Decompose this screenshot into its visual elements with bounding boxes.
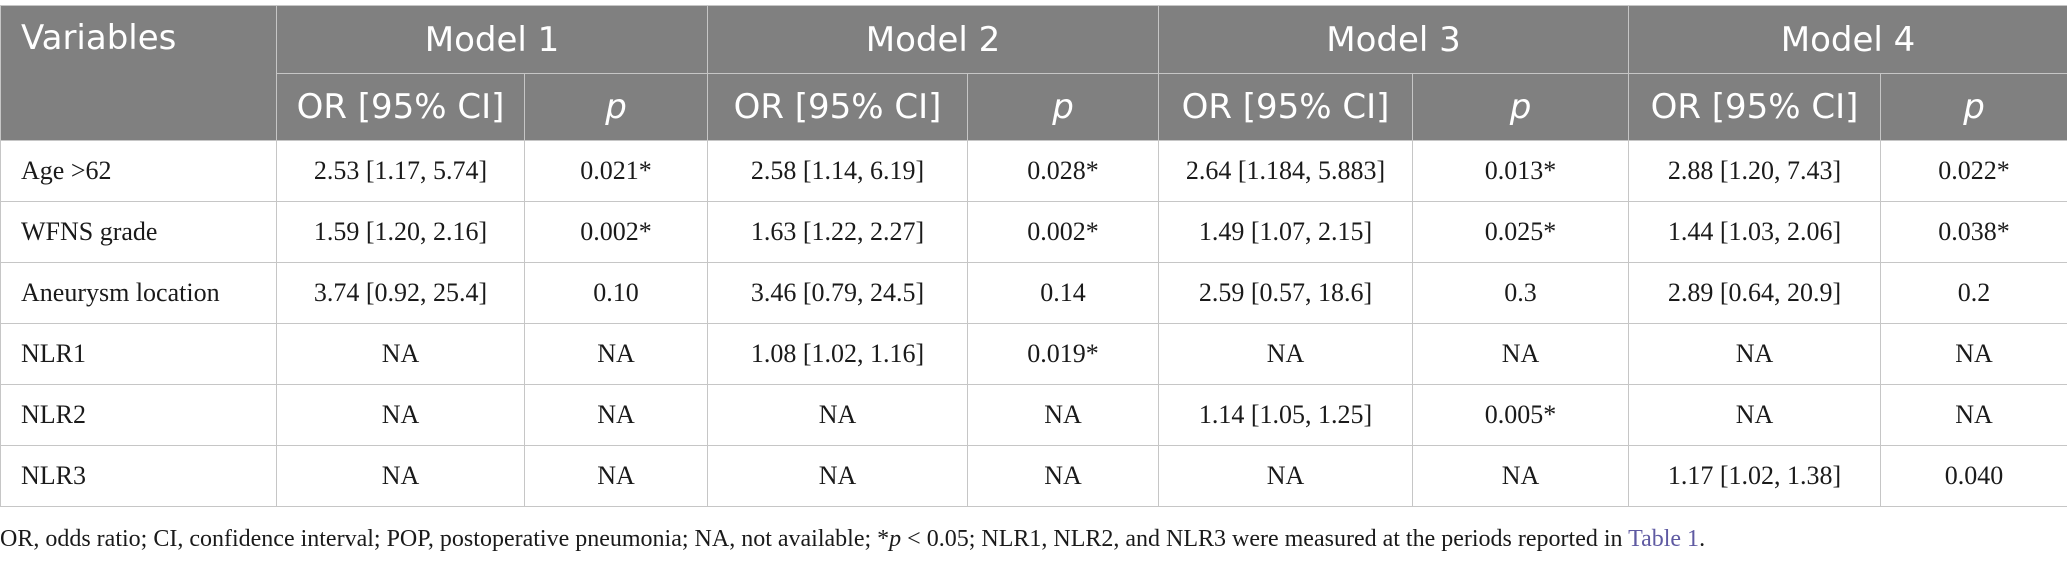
- table-footnote: OR, odds ratio; CI, confidence interval;…: [0, 526, 1705, 553]
- variable-cell: Age >62: [0, 140, 277, 202]
- p-value-cell: NA: [524, 323, 708, 385]
- table-row: WFNS grade 1.59 [1.20, 2.16] 0.002* 1.63…: [0, 201, 2067, 263]
- footnote-text-continued: < 0.05; NLR1, NLR2, and NLR3 were measur…: [901, 526, 1629, 552]
- or-ci-header: OR [95% CI]: [1628, 73, 1881, 141]
- or-ci-cell: 2.58 [1.14, 6.19]: [707, 140, 968, 202]
- or-ci-cell: 1.14 [1.05, 1.25]: [1158, 384, 1413, 446]
- variable-cell: NLR2: [0, 384, 277, 446]
- p-value-cell: NA: [967, 384, 1159, 446]
- or-ci-cell: 2.64 [1.184, 5.883]: [1158, 140, 1413, 202]
- or-ci-header: OR [95% CI]: [1158, 73, 1413, 141]
- p-value-header: p: [524, 73, 708, 141]
- or-ci-cell: 1.08 [1.02, 1.16]: [707, 323, 968, 385]
- p-value-cell: 0.021*: [524, 140, 708, 202]
- table-1-link[interactable]: Table 1: [1628, 526, 1700, 552]
- or-ci-cell: 2.53 [1.17, 5.74]: [276, 140, 525, 202]
- table-row: NLR3 NA NA NA NA NA NA 1.17 [1.02, 1.38]…: [0, 445, 2067, 507]
- table-row: NLR2 NA NA NA NA 1.14 [1.05, 1.25] 0.005…: [0, 384, 2067, 446]
- or-ci-cell: NA: [1628, 384, 1881, 446]
- p-value-cell: 0.002*: [967, 201, 1159, 263]
- footnote-p-symbol: p: [889, 526, 902, 552]
- p-value-cell: NA: [1412, 323, 1629, 385]
- footnote-text: OR, odds ratio; CI, confidence interval;…: [0, 526, 890, 552]
- table-row: NLR1 NA NA 1.08 [1.02, 1.16] 0.019* NA N…: [0, 323, 2067, 385]
- p-value-cell: NA: [967, 445, 1159, 507]
- variables-header: Variables: [0, 5, 277, 141]
- p-value-cell: 0.040: [1880, 445, 2067, 507]
- or-ci-cell: NA: [1158, 445, 1413, 507]
- table-body: Age >62 2.53 [1.17, 5.74] 0.021* 2.58 [1…: [0, 140, 2067, 507]
- p-value-cell: 0.005*: [1412, 384, 1629, 446]
- p-value-cell: NA: [1412, 445, 1629, 507]
- or-ci-header: OR [95% CI]: [707, 73, 968, 141]
- or-ci-cell: NA: [276, 323, 525, 385]
- variable-cell: Aneurysm location: [0, 262, 277, 324]
- p-value-cell: 0.10: [524, 262, 708, 324]
- footnote-end: .: [1699, 526, 1706, 552]
- model-3-header: Model 3: [1158, 5, 1629, 74]
- p-value-header: p: [1412, 73, 1629, 141]
- variable-cell: NLR1: [0, 323, 277, 385]
- variable-cell: NLR3: [0, 445, 277, 507]
- table-row: Aneurysm location 3.74 [0.92, 25.4] 0.10…: [0, 262, 2067, 324]
- p-value-cell: 0.038*: [1880, 201, 2067, 263]
- results-table-container: Variables Model 1 Model 2 Model 3 Model …: [0, 5, 2067, 507]
- or-ci-cell: 1.59 [1.20, 2.16]: [276, 201, 525, 263]
- logistic-regression-table: Variables Model 1 Model 2 Model 3 Model …: [0, 5, 2067, 507]
- or-ci-cell: 3.74 [0.92, 25.4]: [276, 262, 525, 324]
- p-value-header: p: [1880, 73, 2067, 141]
- p-value-cell: NA: [1880, 323, 2067, 385]
- model-2-header: Model 2: [707, 5, 1159, 74]
- or-ci-cell: 1.44 [1.03, 2.06]: [1628, 201, 1881, 263]
- or-ci-cell: 2.88 [1.20, 7.43]: [1628, 140, 1881, 202]
- p-value-cell: 0.002*: [524, 201, 708, 263]
- or-ci-cell: NA: [707, 445, 968, 507]
- p-value-cell: NA: [524, 445, 708, 507]
- or-ci-cell: 1.17 [1.02, 1.38]: [1628, 445, 1881, 507]
- model-4-header: Model 4: [1628, 5, 2067, 74]
- p-value-cell: NA: [1880, 384, 2067, 446]
- or-ci-cell: 1.49 [1.07, 2.15]: [1158, 201, 1413, 263]
- or-ci-cell: 1.63 [1.22, 2.27]: [707, 201, 968, 263]
- or-ci-cell: 2.89 [0.64, 20.9]: [1628, 262, 1881, 324]
- or-ci-cell: NA: [1158, 323, 1413, 385]
- p-value-cell: NA: [524, 384, 708, 446]
- p-value-header: p: [967, 73, 1159, 141]
- p-value-cell: 0.3: [1412, 262, 1629, 324]
- p-value-cell: 0.019*: [967, 323, 1159, 385]
- or-ci-cell: NA: [276, 384, 525, 446]
- or-ci-cell: NA: [1628, 323, 1881, 385]
- or-ci-cell: NA: [707, 384, 968, 446]
- or-ci-header: OR [95% CI]: [276, 73, 525, 141]
- p-value-cell: 0.14: [967, 262, 1159, 324]
- p-value-cell: 0.022*: [1880, 140, 2067, 202]
- p-value-cell: 0.025*: [1412, 201, 1629, 263]
- p-value-cell: 0.013*: [1412, 140, 1629, 202]
- table-row: Age >62 2.53 [1.17, 5.74] 0.021* 2.58 [1…: [0, 140, 2067, 202]
- p-value-cell: 0.2: [1880, 262, 2067, 324]
- or-ci-cell: 3.46 [0.79, 24.5]: [707, 262, 968, 324]
- model-1-header: Model 1: [276, 5, 708, 74]
- table-header: Variables Model 1 Model 2 Model 3 Model …: [0, 5, 2067, 141]
- or-ci-cell: 2.59 [0.57, 18.6]: [1158, 262, 1413, 324]
- p-value-cell: 0.028*: [967, 140, 1159, 202]
- or-ci-cell: NA: [276, 445, 525, 507]
- variable-cell: WFNS grade: [0, 201, 277, 263]
